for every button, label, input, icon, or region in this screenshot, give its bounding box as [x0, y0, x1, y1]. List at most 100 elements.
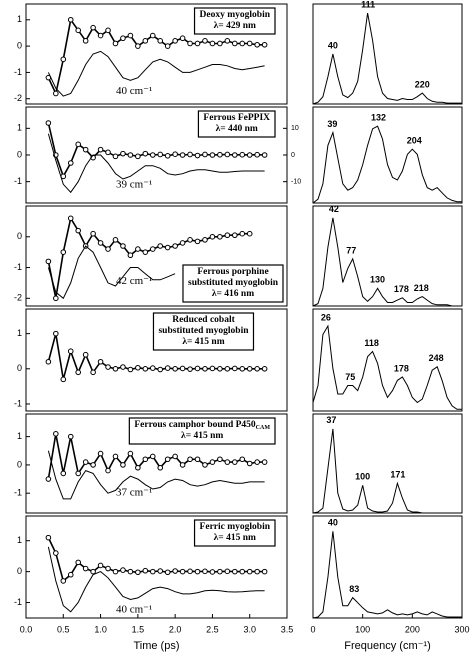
peak-label: 118	[364, 338, 379, 348]
data-point	[157, 464, 164, 471]
legend-text: substituted myoglobin	[188, 278, 279, 288]
data-point	[127, 366, 134, 373]
data-point	[90, 24, 96, 31]
data-point	[164, 456, 171, 463]
peak-label: 39	[327, 119, 337, 129]
data-point	[82, 565, 89, 572]
x-tick-label: 3.0	[243, 624, 256, 634]
legend-text: λ= 415 nm	[181, 431, 223, 441]
peak-label: 171	[390, 470, 405, 480]
peak-label: 37	[326, 415, 336, 425]
data-point	[254, 459, 260, 465]
data-point	[53, 550, 59, 556]
legend-box	[152, 312, 255, 351]
data-point	[172, 243, 178, 249]
data-point	[157, 151, 164, 158]
data-point	[217, 151, 223, 158]
data-point	[239, 230, 246, 237]
x-tick-label: 300	[454, 624, 469, 634]
peak-label: 42	[329, 204, 339, 214]
data-point	[127, 252, 134, 259]
data-point	[75, 141, 81, 148]
data-point	[120, 364, 126, 370]
data-point	[224, 151, 231, 158]
data-point	[149, 152, 156, 158]
data-point	[209, 459, 216, 465]
data-point	[209, 40, 216, 47]
data-point	[194, 40, 201, 47]
y-tick-label: 0	[17, 149, 22, 159]
data-point	[45, 258, 52, 265]
data-point	[60, 249, 67, 255]
data-point	[239, 365, 246, 372]
series-line	[312, 125, 462, 204]
data-point	[172, 453, 178, 460]
legend-text: λ= 415 nm	[214, 533, 256, 543]
data-point	[187, 40, 193, 47]
x-tick-label: 2.0	[169, 624, 182, 634]
y2-tick-label: 10	[291, 125, 299, 132]
data-point	[142, 249, 149, 255]
data-point	[232, 568, 238, 575]
peak-label: 204	[407, 136, 422, 146]
data-point	[112, 453, 119, 460]
legend-line: Ferrous porphine	[197, 267, 268, 277]
legend-text: Ferrous FePPIX	[203, 113, 270, 123]
peak-label: 100	[355, 472, 370, 482]
data-point	[142, 365, 149, 372]
legend-text: Ferric myoglobin	[200, 522, 271, 532]
panel-frame	[25, 413, 288, 514]
data-point	[157, 366, 164, 373]
data-point	[164, 153, 171, 159]
data-point	[90, 462, 96, 468]
legend-line: λ= 429 nm	[214, 21, 256, 31]
data-point	[232, 232, 238, 239]
data-point	[179, 35, 186, 42]
series-line	[312, 531, 462, 619]
data-point	[135, 43, 141, 49]
data-point	[202, 237, 208, 243]
data-point	[53, 295, 59, 302]
series-line	[312, 217, 462, 307]
peak-label: 83	[349, 584, 359, 594]
y-tick-label: -1	[14, 488, 22, 498]
data-point	[53, 330, 59, 337]
peak-label: 26	[321, 312, 331, 322]
data-point	[164, 43, 171, 49]
data-point	[75, 369, 81, 376]
data-point	[142, 38, 149, 44]
panel-frame	[25, 205, 288, 307]
peak-label: 111	[361, 0, 375, 9]
data-point	[97, 562, 104, 569]
data-point	[112, 40, 119, 47]
data-point	[224, 365, 231, 372]
data-point	[97, 450, 104, 457]
data-point	[149, 568, 156, 575]
legend-line: Ferrous FePPIX	[203, 113, 270, 123]
data-point	[246, 230, 253, 237]
y-tick-label: 1	[17, 328, 22, 338]
annotation: 40 cm⁻¹	[116, 85, 152, 97]
legend-line: Deoxy myoglobin	[200, 10, 271, 20]
data-point	[194, 238, 201, 245]
data-point	[187, 237, 193, 243]
data-point	[105, 27, 111, 34]
data-point	[172, 568, 178, 574]
data-point	[246, 152, 253, 158]
data-point	[239, 456, 246, 463]
legend-text: substituted myoglobin	[158, 326, 249, 336]
data-point	[135, 246, 141, 252]
data-point	[187, 151, 193, 158]
data-point	[120, 243, 126, 249]
y-tick-label: 1	[17, 123, 22, 133]
peak-label: 40	[328, 518, 338, 528]
y-tick-label: -1	[14, 398, 22, 408]
series-line	[312, 428, 462, 514]
data-point	[202, 151, 208, 158]
data-point	[97, 240, 104, 246]
data-point	[75, 27, 81, 34]
data-point	[232, 365, 238, 372]
data-point	[194, 568, 201, 575]
